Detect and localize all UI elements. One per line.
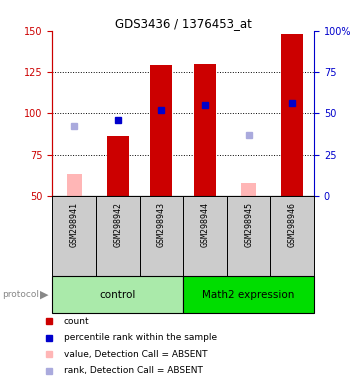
Text: ▶: ▶ (40, 290, 49, 300)
Text: GSM298942: GSM298942 (113, 202, 122, 247)
Bar (281, 34, 303, 196)
Bar (151, 65, 172, 196)
Text: percentile rank within the sample: percentile rank within the sample (64, 333, 217, 342)
Text: control: control (100, 290, 136, 300)
Text: GSM298944: GSM298944 (200, 202, 209, 247)
Bar (107, 136, 129, 196)
Text: GSM298945: GSM298945 (244, 202, 253, 247)
Text: protocol: protocol (2, 290, 39, 299)
Bar (227, 196, 270, 276)
Bar (183, 196, 227, 276)
Bar (183, 276, 314, 313)
Text: Math2 expression: Math2 expression (203, 290, 295, 300)
Bar (241, 183, 256, 196)
Bar (96, 196, 140, 276)
Bar (52, 276, 183, 313)
Bar (140, 196, 183, 276)
Bar (52, 196, 96, 276)
Text: count: count (64, 317, 90, 326)
Bar (270, 196, 314, 276)
Text: rank, Detection Call = ABSENT: rank, Detection Call = ABSENT (64, 366, 203, 375)
Bar (194, 64, 216, 196)
Title: GDS3436 / 1376453_at: GDS3436 / 1376453_at (115, 17, 252, 30)
Bar (66, 174, 82, 196)
Text: GSM298946: GSM298946 (288, 202, 297, 247)
Text: value, Detection Call = ABSENT: value, Detection Call = ABSENT (64, 350, 208, 359)
Text: GSM298941: GSM298941 (70, 202, 79, 247)
Text: GSM298943: GSM298943 (157, 202, 166, 247)
